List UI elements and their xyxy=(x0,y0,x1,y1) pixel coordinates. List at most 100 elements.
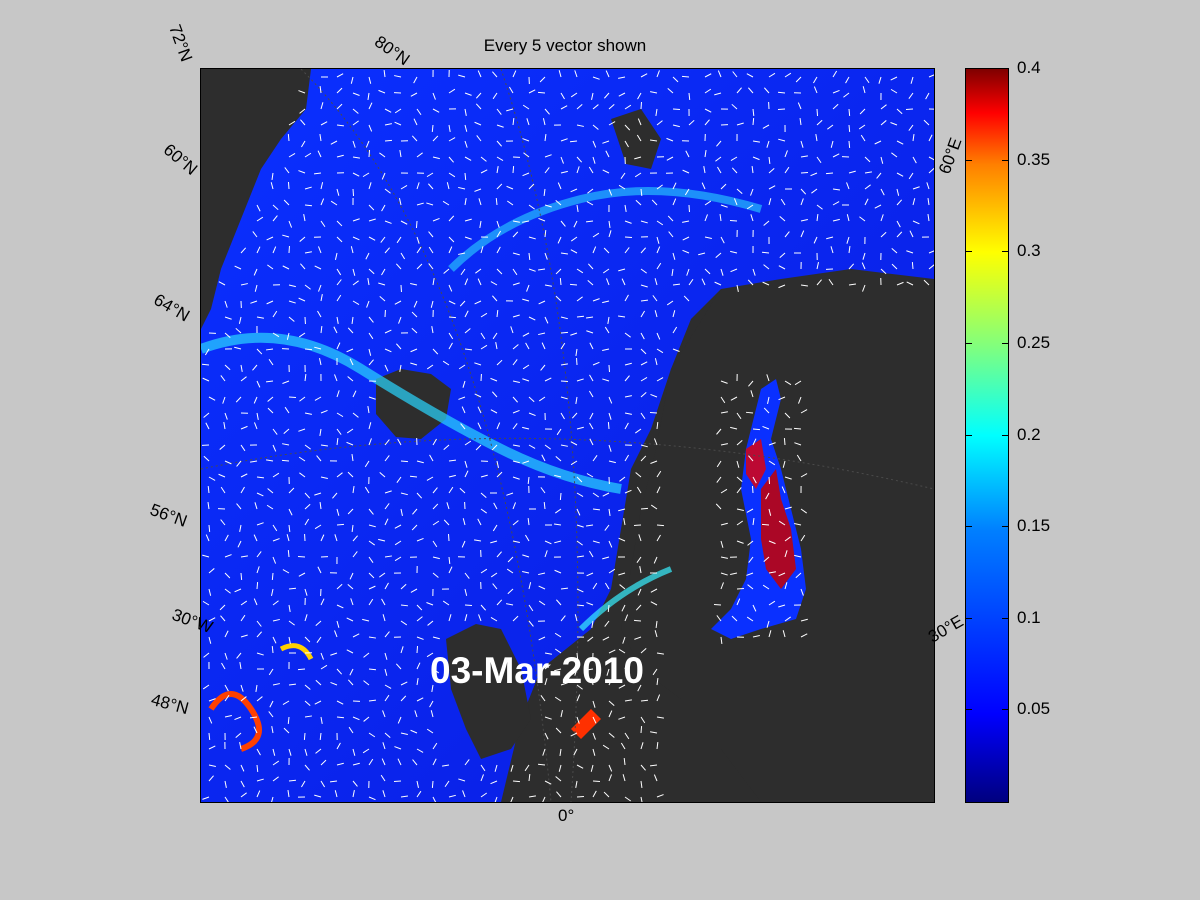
velocity-vector xyxy=(666,300,674,306)
velocity-vector xyxy=(224,588,231,594)
lat-label-56n: 56°N xyxy=(147,500,190,531)
velocity-vector xyxy=(287,549,290,558)
velocity-vector xyxy=(304,492,311,499)
velocity-vector xyxy=(384,582,389,590)
velocity-vector xyxy=(351,454,354,462)
velocity-vector xyxy=(256,348,263,355)
velocity-vector xyxy=(411,311,418,318)
velocity-vector xyxy=(288,779,297,782)
velocity-vector xyxy=(795,76,802,83)
velocity-vector xyxy=(431,124,434,133)
velocity-vector xyxy=(382,710,386,718)
velocity-vector xyxy=(347,376,354,382)
velocity-vector xyxy=(793,427,802,430)
colorbar-tick-mark xyxy=(966,526,972,528)
velocity-vector xyxy=(271,588,274,596)
velocity-vector xyxy=(382,742,386,750)
velocity-vector xyxy=(384,668,388,676)
velocity-vector xyxy=(605,70,610,78)
velocity-vector xyxy=(304,412,312,415)
velocity-vector xyxy=(256,581,259,590)
velocity-vector xyxy=(811,188,818,194)
velocity-vector xyxy=(639,668,642,676)
velocity-vector xyxy=(381,268,386,276)
velocity-vector xyxy=(490,780,498,785)
velocity-vector xyxy=(586,668,594,671)
velocity-vector xyxy=(415,220,418,229)
velocity-vector xyxy=(640,764,646,771)
velocity-vector xyxy=(490,377,498,382)
velocity-vector xyxy=(784,72,792,78)
velocity-vector xyxy=(320,652,324,660)
velocity-vector xyxy=(270,182,274,190)
velocity-vector xyxy=(592,582,598,590)
velocity-vector xyxy=(590,764,594,772)
velocity-vector xyxy=(464,348,473,351)
velocity-vector xyxy=(720,236,725,244)
velocity-vector xyxy=(267,264,274,270)
velocity-vector xyxy=(592,76,600,80)
velocity-vector xyxy=(352,108,359,114)
velocity-vector xyxy=(474,539,482,542)
velocity-vector xyxy=(688,278,694,286)
velocity-vector xyxy=(624,375,630,382)
velocity-vector xyxy=(637,588,642,596)
velocity-vector xyxy=(287,716,290,725)
velocity-vector xyxy=(400,492,408,496)
velocity-vector xyxy=(752,438,757,446)
velocity-vector xyxy=(667,88,674,94)
velocity-vector xyxy=(362,172,370,178)
velocity-vector xyxy=(620,172,626,180)
velocity-vector xyxy=(432,758,437,766)
colorbar-tick-label: 0.2 xyxy=(1017,424,1041,444)
velocity-vector xyxy=(640,796,643,802)
velocity-vector xyxy=(240,764,245,772)
map-svg xyxy=(201,69,934,802)
velocity-vector xyxy=(464,310,469,318)
velocity-vector xyxy=(778,284,786,289)
velocity-vector xyxy=(555,295,562,302)
velocity-vector xyxy=(304,152,312,158)
velocity-vector xyxy=(496,309,499,318)
velocity-vector xyxy=(649,764,658,767)
velocity-vector xyxy=(394,75,402,78)
velocity-vector xyxy=(462,380,466,388)
velocity-vector xyxy=(352,551,358,558)
velocity-vector xyxy=(668,231,674,238)
lat-label-60n: 60°N xyxy=(159,140,202,179)
velocity-vector xyxy=(317,310,322,318)
velocity-vector xyxy=(395,263,402,270)
velocity-vector xyxy=(256,790,261,798)
velocity-vector xyxy=(304,614,308,622)
velocity-vector xyxy=(286,332,290,340)
velocity-vector xyxy=(768,476,771,485)
velocity-vector xyxy=(399,364,402,372)
velocity-vector xyxy=(256,492,264,497)
velocity-vector xyxy=(300,263,306,270)
velocity-vector xyxy=(591,678,594,686)
velocity-vector xyxy=(800,534,806,542)
colorbar-tick-mark xyxy=(1002,526,1008,528)
velocity-vector xyxy=(607,316,610,324)
velocity-vector xyxy=(927,198,930,206)
velocity-vector xyxy=(846,182,850,190)
velocity-vector xyxy=(750,390,754,398)
velocity-vector xyxy=(605,150,610,158)
velocity-vector xyxy=(618,648,626,654)
velocity-vector xyxy=(656,184,663,190)
velocity-vector xyxy=(925,92,930,100)
velocity-vector xyxy=(559,748,562,756)
velocity-vector xyxy=(320,182,324,190)
velocity-vector xyxy=(570,332,578,336)
velocity-vector xyxy=(766,140,770,148)
velocity-vector xyxy=(522,172,530,177)
velocity-vector xyxy=(624,247,630,254)
velocity-vector xyxy=(462,790,466,798)
velocity-vector xyxy=(655,108,658,116)
velocity-vector xyxy=(304,684,311,690)
velocity-vector xyxy=(352,486,355,494)
velocity-vector xyxy=(492,71,498,78)
velocity-vector xyxy=(720,183,727,190)
velocity-vector xyxy=(239,524,242,532)
velocity-vector xyxy=(576,204,579,212)
